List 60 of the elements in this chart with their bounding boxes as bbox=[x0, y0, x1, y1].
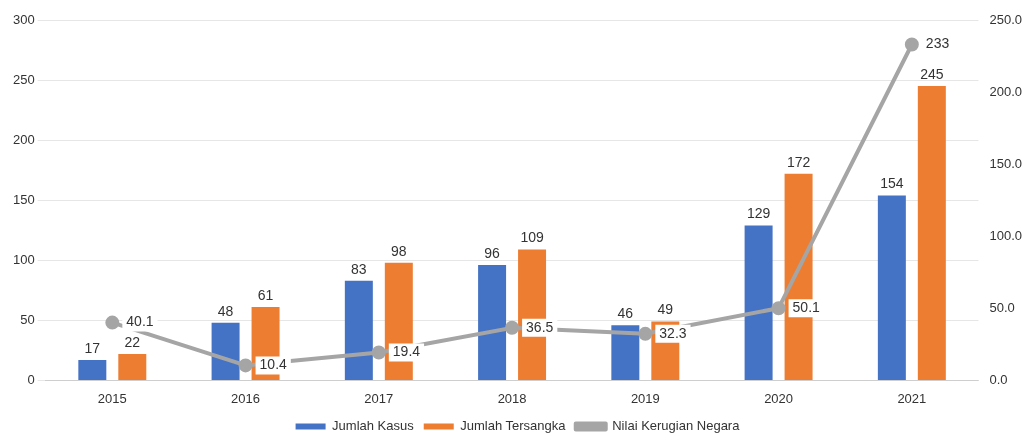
data-label: 245 bbox=[920, 65, 944, 82]
y-tick-label: 250 bbox=[12, 71, 35, 87]
bar bbox=[344, 280, 373, 380]
y-tick-label: 300 bbox=[12, 11, 35, 27]
y-tick-label: 150 bbox=[12, 191, 35, 207]
data-label: 10.4 bbox=[259, 356, 288, 373]
x-tick-label: 2016 bbox=[231, 390, 261, 406]
x-tick-label: 2018 bbox=[497, 390, 527, 406]
data-label: 22 bbox=[124, 333, 141, 350]
bar bbox=[78, 359, 107, 380]
point bbox=[904, 37, 919, 52]
bar bbox=[478, 265, 507, 380]
y2-tick-label: 100.0 bbox=[989, 227, 1023, 243]
legend-label: Nilai Kerugian Negara bbox=[612, 418, 741, 434]
data-label: 233 bbox=[925, 35, 950, 52]
x-tick-label: 2021 bbox=[897, 390, 927, 406]
y-tick-label: 200 bbox=[12, 131, 35, 147]
data-label: 46 bbox=[617, 305, 634, 321]
data-label: 32.3 bbox=[659, 324, 687, 341]
bar bbox=[877, 195, 906, 380]
point bbox=[505, 320, 520, 335]
data-label: 40.1 bbox=[126, 313, 154, 330]
y-tick-label: 100 bbox=[12, 251, 35, 267]
data-label: 49 bbox=[657, 301, 674, 318]
data-label: 61 bbox=[257, 286, 274, 303]
bar bbox=[118, 353, 147, 380]
y2-tick-label: 250.0 bbox=[989, 11, 1023, 27]
data-label: 154 bbox=[880, 175, 904, 192]
data-label: 98 bbox=[391, 242, 407, 259]
point bbox=[105, 315, 120, 330]
point bbox=[771, 301, 786, 316]
bar bbox=[744, 225, 773, 380]
y-tick-label: 50 bbox=[20, 311, 35, 327]
x-tick-label: 2019 bbox=[630, 390, 660, 406]
point bbox=[238, 358, 253, 373]
point bbox=[638, 326, 653, 341]
data-label: 19.4 bbox=[392, 343, 421, 360]
data-label: 48 bbox=[217, 302, 234, 319]
legend-label: Jumlah Kasus bbox=[332, 418, 415, 434]
data-label: 96 bbox=[484, 244, 501, 261]
bar bbox=[917, 86, 946, 380]
y2-tick-label: 150.0 bbox=[989, 155, 1023, 171]
data-label: 129 bbox=[746, 205, 771, 222]
data-label: 83 bbox=[351, 260, 367, 277]
y2-tick-label: 200.0 bbox=[989, 83, 1023, 99]
x-tick-label: 2017 bbox=[364, 390, 394, 406]
data-label: 172 bbox=[786, 153, 811, 170]
bar bbox=[211, 322, 240, 380]
y-tick-label: 0 bbox=[27, 371, 35, 387]
data-label: 36.5 bbox=[526, 318, 554, 335]
legend-label: Jumlah Tersangka bbox=[460, 418, 567, 434]
bar bbox=[611, 325, 640, 380]
point bbox=[371, 345, 386, 360]
data-label: 50.1 bbox=[792, 299, 821, 316]
x-tick-label: 2020 bbox=[764, 390, 794, 406]
x-tick-label: 2015 bbox=[97, 390, 127, 406]
data-label: 109 bbox=[520, 229, 544, 246]
y2-tick-label: 50.0 bbox=[989, 299, 1015, 315]
data-label: 17 bbox=[84, 339, 101, 356]
y2-tick-label: 0.0 bbox=[989, 371, 1008, 387]
